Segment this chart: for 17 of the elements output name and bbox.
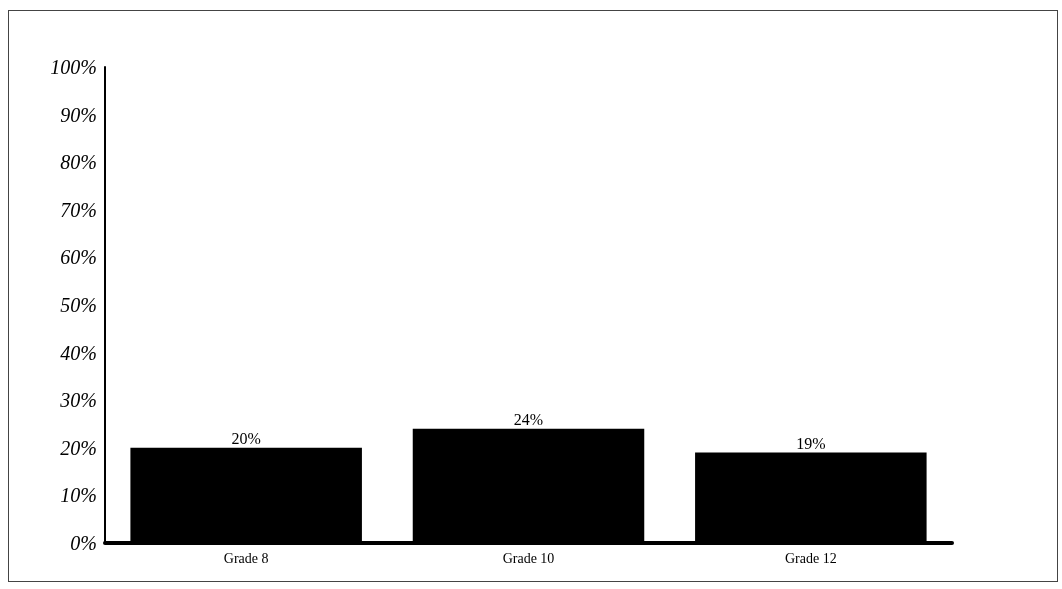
y-tick-label: 100%: [50, 56, 97, 78]
x-tick-label: Grade 10: [502, 550, 555, 566]
x-tick-label: Grade 8: [223, 550, 269, 566]
y-tick-label: 70%: [60, 198, 97, 221]
y-tick-label: 10%: [60, 484, 97, 507]
y-tick-label: 60%: [60, 246, 97, 269]
y-tick-label: 90%: [60, 103, 97, 126]
y-tick-label: 30%: [59, 389, 97, 412]
y-tick-label: 0%: [70, 532, 97, 554]
data-label: 20%: [231, 430, 261, 448]
data-label: 19%: [796, 435, 826, 453]
y-tick-label: 50%: [60, 294, 97, 316]
x-tick-label: Grade 12: [784, 550, 837, 566]
data-label: 24%: [513, 411, 544, 429]
y-tick-label: 20%: [60, 436, 97, 459]
y-tick-label: 80%: [60, 151, 97, 174]
y-tick-label: 40%: [60, 341, 97, 364]
